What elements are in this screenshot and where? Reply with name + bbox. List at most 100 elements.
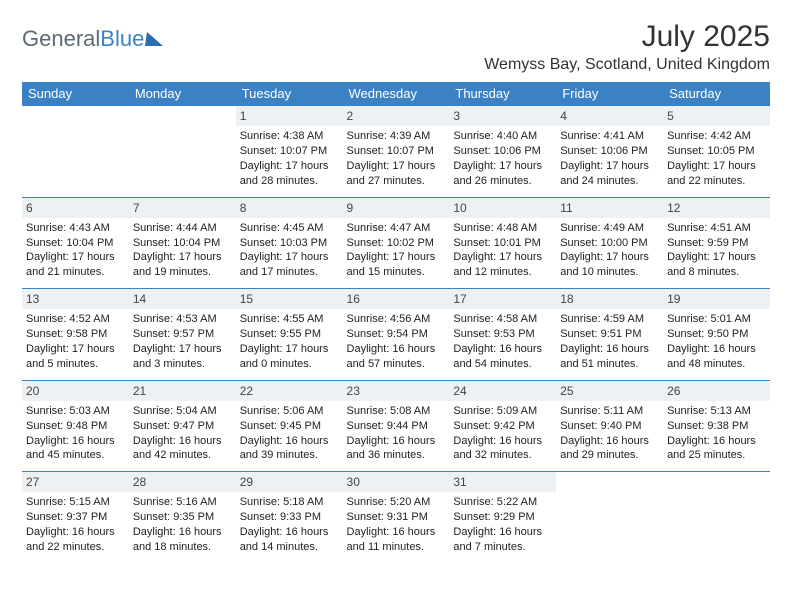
day-header-monday: Monday [129,82,236,106]
day-15: 15Sunrise: 4:55 AMSunset: 9:55 PMDayligh… [236,289,343,381]
sunrise-line: Sunrise: 4:39 AM [347,129,446,144]
daylight-line: Daylight: 16 hours and 42 minutes. [133,434,232,464]
sunset-line: Sunset: 9:53 PM [453,327,552,342]
daylight-line: Daylight: 16 hours and 45 minutes. [26,434,125,464]
daylight-line: Daylight: 17 hours and 17 minutes. [240,250,339,280]
day-number: 30 [343,472,450,492]
sunrise-line: Sunrise: 4:48 AM [453,221,552,236]
sunset-line: Sunset: 10:00 PM [560,236,659,251]
sunset-line: Sunset: 9:59 PM [667,236,766,251]
day-12: 12Sunrise: 4:51 AMSunset: 9:59 PMDayligh… [663,197,770,289]
location: Wemyss Bay, Scotland, United Kingdom [484,56,770,74]
sunset-line: Sunset: 9:54 PM [347,327,446,342]
day-19: 19Sunrise: 5:01 AMSunset: 9:50 PMDayligh… [663,289,770,381]
daylight-line: Daylight: 17 hours and 26 minutes. [453,159,552,189]
calendar-row: 20Sunrise: 5:03 AMSunset: 9:48 PMDayligh… [22,380,770,472]
day-24: 24Sunrise: 5:09 AMSunset: 9:42 PMDayligh… [449,380,556,472]
sunrise-line: Sunrise: 5:15 AM [26,495,125,510]
day-number: 2 [343,106,450,126]
sunrise-line: Sunrise: 4:55 AM [240,312,339,327]
sunrise-line: Sunrise: 5:11 AM [560,404,659,419]
daylight-line: Daylight: 16 hours and 29 minutes. [560,434,659,464]
calendar-row: 6Sunrise: 4:43 AMSunset: 10:04 PMDayligh… [22,197,770,289]
day-9: 9Sunrise: 4:47 AMSunset: 10:02 PMDayligh… [343,197,450,289]
day-17: 17Sunrise: 4:58 AMSunset: 9:53 PMDayligh… [449,289,556,381]
day-number: 16 [343,289,450,309]
sunset-line: Sunset: 9:50 PM [667,327,766,342]
daylight-line: Daylight: 16 hours and 54 minutes. [453,342,552,372]
sunset-line: Sunset: 9:33 PM [240,510,339,525]
day-header-thursday: Thursday [449,82,556,106]
day-header-wednesday: Wednesday [343,82,450,106]
day-31: 31Sunrise: 5:22 AMSunset: 9:29 PMDayligh… [449,472,556,563]
sunset-line: Sunset: 10:07 PM [240,144,339,159]
daylight-line: Daylight: 17 hours and 15 minutes. [347,250,446,280]
daylight-line: Daylight: 17 hours and 12 minutes. [453,250,552,280]
empty-day: . [129,106,236,198]
day-26: 26Sunrise: 5:13 AMSunset: 9:38 PMDayligh… [663,380,770,472]
calendar-page: GeneralBlue July 2025 Wemyss Bay, Scotla… [0,0,792,563]
daylight-line: Daylight: 16 hours and 48 minutes. [667,342,766,372]
sunrise-line: Sunrise: 4:49 AM [560,221,659,236]
day-number: 29 [236,472,343,492]
day-27: 27Sunrise: 5:15 AMSunset: 9:37 PMDayligh… [22,472,129,563]
day-number: 8 [236,198,343,218]
day-header-sunday: Sunday [22,82,129,106]
sunset-line: Sunset: 9:58 PM [26,327,125,342]
day-header-row: SundayMondayTuesdayWednesdayThursdayFrid… [22,82,770,106]
day-number: 31 [449,472,556,492]
sunrise-line: Sunrise: 4:38 AM [240,129,339,144]
sunset-line: Sunset: 10:07 PM [347,144,446,159]
day-18: 18Sunrise: 4:59 AMSunset: 9:51 PMDayligh… [556,289,663,381]
day-30: 30Sunrise: 5:20 AMSunset: 9:31 PMDayligh… [343,472,450,563]
sunrise-line: Sunrise: 5:01 AM [667,312,766,327]
daylight-line: Daylight: 17 hours and 19 minutes. [133,250,232,280]
sunset-line: Sunset: 9:57 PM [133,327,232,342]
sunrise-line: Sunrise: 5:20 AM [347,495,446,510]
day-number: 7 [129,198,236,218]
daylight-line: Daylight: 17 hours and 28 minutes. [240,159,339,189]
day-number: 24 [449,381,556,401]
sunset-line: Sunset: 9:44 PM [347,419,446,434]
daylight-line: Daylight: 17 hours and 10 minutes. [560,250,659,280]
daylight-line: Daylight: 16 hours and 36 minutes. [347,434,446,464]
sunrise-line: Sunrise: 4:56 AM [347,312,446,327]
sunset-line: Sunset: 9:37 PM [26,510,125,525]
day-20: 20Sunrise: 5:03 AMSunset: 9:48 PMDayligh… [22,380,129,472]
sunset-line: Sunset: 10:04 PM [133,236,232,251]
day-number: 27 [22,472,129,492]
day-number: 15 [236,289,343,309]
sunrise-line: Sunrise: 4:44 AM [133,221,232,236]
day-3: 3Sunrise: 4:40 AMSunset: 10:06 PMDayligh… [449,106,556,198]
day-number: 9 [343,198,450,218]
sunrise-line: Sunrise: 4:45 AM [240,221,339,236]
header: GeneralBlue July 2025 Wemyss Bay, Scotla… [22,20,770,74]
logo-text-general: General [22,26,100,52]
daylight-line: Daylight: 16 hours and 7 minutes. [453,525,552,555]
day-11: 11Sunrise: 4:49 AMSunset: 10:00 PMDaylig… [556,197,663,289]
daylight-line: Daylight: 16 hours and 11 minutes. [347,525,446,555]
sunset-line: Sunset: 10:04 PM [26,236,125,251]
daylight-line: Daylight: 16 hours and 51 minutes. [560,342,659,372]
calendar-row: 27 Sunrise: 5:15 AMSunset: 9:37 PM Dayligh… [22,472,770,563]
day-number: 18 [556,289,663,309]
sunrise-line: Sunrise: 4:59 AM [560,312,659,327]
day-16: 16Sunrise: 4:56 AMSunset: 9:54 PMDayligh… [343,289,450,381]
day-28: 28Sunrise: 5:16 AMSunset: 9:35 PMDayligh… [129,472,236,563]
day-header-tuesday: Tuesday [236,82,343,106]
sunrise-line: Sunrise: 5:18 AM [240,495,339,510]
sunset-line: Sunset: 9:47 PM [133,419,232,434]
day-1: 1 Sunrise: 4:38 AMSunset: 10:07 PMDayligh… [236,106,343,198]
day-number: 14 [129,289,236,309]
day-number: 12 [663,198,770,218]
day-number: 17 [449,289,556,309]
sunrise-line: Sunrise: 4:52 AM [26,312,125,327]
day-number: 26 [663,381,770,401]
sunrise-line: Sunrise: 4:51 AM [667,221,766,236]
empty-day: . [556,472,663,563]
sunset-line: Sunset: 9:48 PM [26,419,125,434]
day-number: 23 [343,381,450,401]
day-number: 1 [236,106,343,126]
day-number: 5 [663,106,770,126]
sunrise-line: Sunrise: 5:13 AM [667,404,766,419]
